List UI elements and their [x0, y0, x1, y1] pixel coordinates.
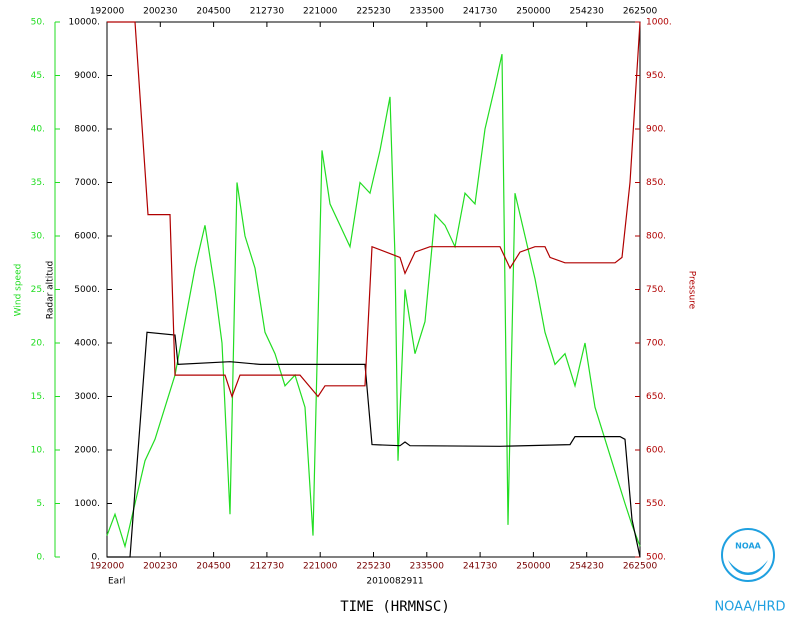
y3-tick-label: 5000. [74, 285, 100, 295]
x-tick-label: 254230 [570, 562, 605, 572]
y-tick-label: 35. [31, 178, 45, 188]
y2-tick-label: 900. [646, 125, 666, 135]
x-tick-label: 204500 [196, 562, 231, 572]
x-tick-label-top: 200230 [143, 7, 178, 17]
y2-tick-label: 750. [646, 285, 666, 295]
y-tick-label: 15. [31, 392, 45, 402]
y3-tick-label: 2000. [74, 446, 100, 456]
y3-tick-label: 4000. [74, 339, 100, 349]
wind-axis-label: Wind speed [14, 264, 24, 317]
logo-text: NOAA [735, 542, 761, 551]
x-tick-label: 221000 [303, 562, 338, 572]
x-tick-label: 233500 [410, 562, 445, 572]
x-tick-label: 225230 [356, 562, 391, 572]
x-tick-label: 192000 [90, 562, 125, 572]
y2-tick-label: 600. [646, 446, 666, 456]
storm-name: Earl [108, 577, 125, 587]
y-tick-label: 40. [31, 125, 45, 135]
y3-tick-label: 1000. [74, 499, 100, 509]
x-tick-label-top: 204500 [196, 7, 231, 17]
y-tick-label: 0. [36, 553, 45, 563]
x-tick-label-top: 233500 [410, 7, 445, 17]
y2-tick-label: 850. [646, 178, 666, 188]
y-tick-label: 5. [36, 499, 45, 509]
pressure-axis-label: Pressure [687, 271, 697, 310]
x-tick-label-top: 241730 [463, 7, 498, 17]
x-tick-label-top: 192000 [90, 7, 125, 17]
y3-tick-label: 10000. [69, 18, 101, 28]
x-tick-label-top: 225230 [356, 7, 391, 17]
y2-tick-label: 1000. [646, 18, 672, 28]
y-tick-label: 25. [31, 285, 45, 295]
y3-tick-label: 3000. [74, 392, 100, 402]
x-tick-label: 241730 [463, 562, 498, 572]
y2-tick-label: 950. [646, 71, 666, 81]
x-tick-label-top: 254230 [570, 7, 605, 17]
y-tick-label: 45. [31, 71, 45, 81]
logo-wave [728, 560, 768, 575]
y2-tick-label: 800. [646, 232, 666, 242]
plot-frame [106, 21, 641, 558]
y2-tick-label: 700. [646, 339, 666, 349]
series-line [107, 21, 641, 399]
x-tick-label: 250000 [516, 562, 551, 572]
y2-tick-label: 550. [646, 499, 666, 509]
x-tick-label-top: 262500 [623, 7, 658, 17]
y-tick-label: 20. [31, 339, 45, 349]
x-tick-label: 200230 [143, 562, 178, 572]
x-axis-label: TIME (HRMNSC) [340, 599, 450, 615]
series-line [106, 53, 641, 549]
x-tick-label-top: 221000 [303, 7, 338, 17]
x-tick-label: 262500 [623, 562, 658, 572]
x-tick-label-top: 212730 [250, 7, 285, 17]
noaa-logo: NOAA [721, 528, 775, 582]
y2-tick-label: 650. [646, 392, 666, 402]
y3-tick-label: 8000. [74, 125, 100, 135]
y3-tick-label: 6000. [74, 232, 100, 242]
y3-tick-label: 0. [91, 553, 100, 563]
y2-tick-label: 500. [646, 553, 666, 563]
x-tick-label: 212730 [250, 562, 285, 572]
x-tick-label-top: 250000 [516, 7, 551, 17]
y-tick-label: 30. [31, 232, 45, 242]
y-tick-label: 10. [31, 446, 45, 456]
flight-id: 2010082911 [366, 577, 423, 587]
credit: NOAA/HRD [714, 600, 785, 615]
y3-tick-label: 9000. [74, 71, 100, 81]
y3-tick-label: 7000. [74, 178, 100, 188]
altitude-axis-label: Radar altitud [46, 261, 56, 319]
logo-ring [721, 528, 775, 582]
y-tick-label: 50. [31, 18, 45, 28]
series-line [107, 331, 641, 558]
